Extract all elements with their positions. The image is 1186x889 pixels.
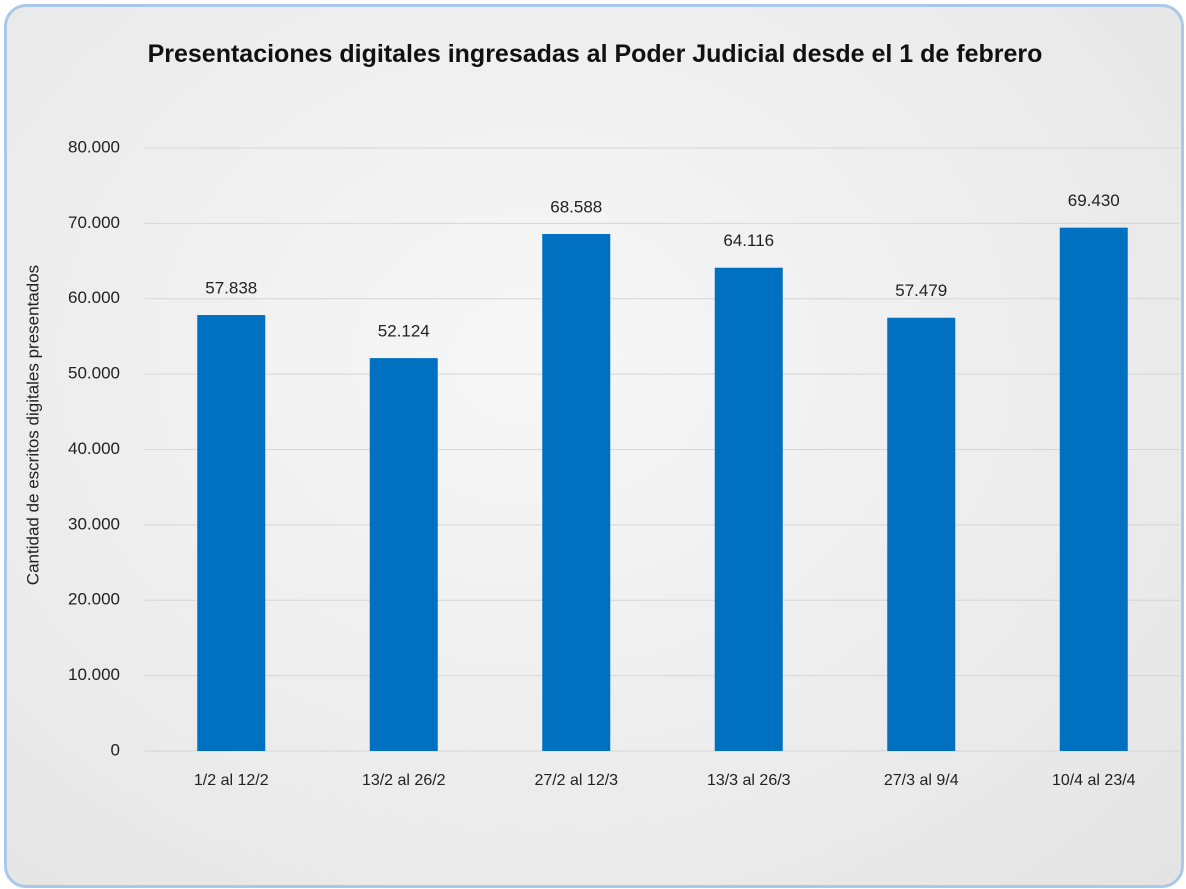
- x-tick-label: 27/2 al 12/3: [534, 772, 618, 789]
- x-tick-label: 13/3 al 26/3: [707, 772, 791, 789]
- y-tick-label: 60.000: [68, 288, 120, 307]
- bar: [887, 318, 955, 751]
- page: {"chart_data": {"type": "bar", "title": …: [0, 0, 1186, 889]
- bar: [1060, 228, 1128, 751]
- bar: [370, 358, 438, 751]
- data-label: 69.430: [1068, 191, 1120, 210]
- data-label: 64.116: [723, 231, 774, 250]
- y-tick-label: 0: [111, 740, 120, 759]
- data-label: 57.479: [895, 281, 947, 300]
- y-tick-label: 30.000: [68, 514, 120, 533]
- data-label: 68.588: [550, 198, 602, 217]
- y-tick-label: 50.000: [68, 364, 120, 383]
- data-label: 57.838: [205, 279, 257, 298]
- x-tick-label: 13/2 al 26/2: [362, 772, 446, 789]
- y-axis-label: Cantidad de escritos digitales presentad…: [23, 265, 42, 585]
- chart: Cantidad de escritos digitales presentad…: [0, 0, 1186, 889]
- y-tick-label: 80.000: [68, 137, 120, 156]
- y-tick-label: 10.000: [68, 665, 120, 684]
- y-tick-label: 20.000: [68, 590, 120, 609]
- x-tick-label: 10/4 al 23/4: [1052, 772, 1136, 789]
- y-tick-label: 40.000: [68, 439, 120, 458]
- bar: [542, 234, 610, 751]
- data-label: 52.124: [378, 322, 430, 341]
- y-tick-label: 70.000: [68, 213, 120, 232]
- x-tick-label: 1/2 al 12/2: [194, 772, 269, 789]
- bar: [715, 268, 783, 751]
- bar: [197, 315, 265, 751]
- x-tick-label: 27/3 al 9/4: [884, 772, 959, 789]
